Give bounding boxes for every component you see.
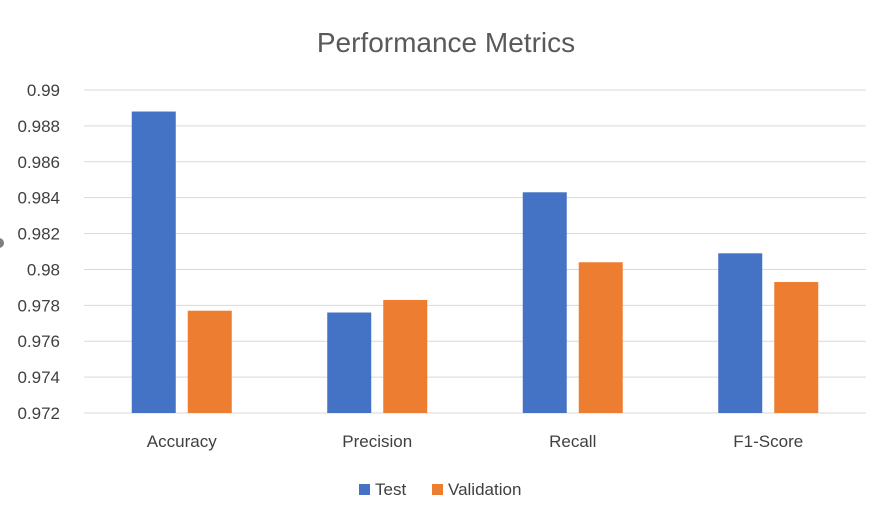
- bar-test-precision: [327, 312, 372, 413]
- y-axis-ticks: 0.972 0.974 0.976 0.978 0.98 0.982 0.984 0.986 0…: [17, 81, 60, 423]
- x-category-label: Recall: [549, 432, 596, 451]
- bar-validation-recall: [578, 262, 623, 413]
- y-tick-label: 0.978: [17, 296, 60, 315]
- edge-handle-dot: [0, 238, 4, 248]
- y-tick-label: 0.99: [27, 81, 60, 100]
- bar-validation-f1-score: [774, 282, 819, 413]
- y-tick-label: 0.982: [17, 225, 60, 244]
- legend-swatch-validation: [432, 484, 443, 495]
- legend-label-validation: Validation: [448, 480, 521, 499]
- x-axis-categories: Accuracy Precision Recall F1-Score: [147, 432, 803, 451]
- chart-title: Performance Metrics: [317, 27, 575, 58]
- legend: Test Validation: [359, 480, 521, 499]
- x-category-label: Precision: [342, 432, 412, 451]
- legend-swatch-test: [359, 484, 370, 495]
- bar-validation-precision: [383, 299, 428, 413]
- x-category-label: Accuracy: [147, 432, 217, 451]
- bar-test-f1-score: [718, 253, 763, 413]
- bar-test-accuracy: [131, 111, 176, 414]
- y-tick-label: 0.98: [27, 260, 60, 279]
- y-tick-label: 0.988: [17, 117, 60, 136]
- bars: [131, 111, 819, 414]
- bar-test-recall: [522, 192, 567, 413]
- y-tick-label: 0.984: [17, 189, 60, 208]
- x-category-label: F1-Score: [733, 432, 803, 451]
- y-tick-label: 0.972: [17, 404, 60, 423]
- y-tick-label: 0.976: [17, 332, 60, 351]
- y-tick-label: 0.974: [17, 368, 60, 387]
- bar-validation-accuracy: [187, 310, 232, 413]
- legend-label-test: Test: [375, 480, 406, 499]
- y-tick-label: 0.986: [17, 153, 60, 172]
